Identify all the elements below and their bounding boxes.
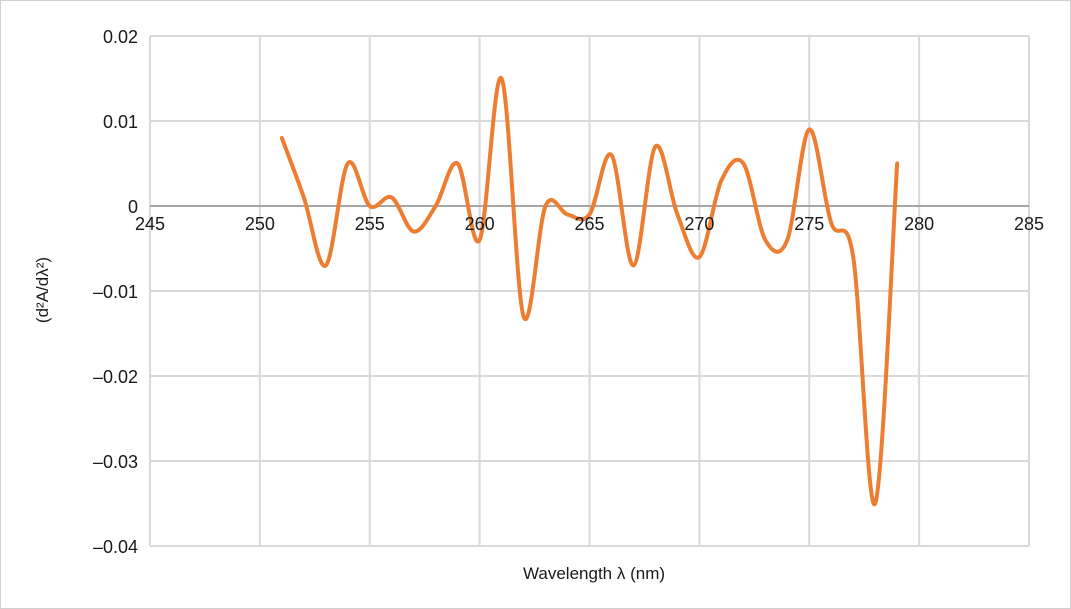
x-tick-labels: 245 250 255 260 265 270 275 280 285 — [135, 214, 1044, 234]
y-axis-label: (d²A/dλ²) — [33, 257, 52, 323]
y-tick-label: 0.02 — [103, 27, 138, 47]
x-tick-label: 265 — [574, 214, 604, 234]
x-tick-label: 250 — [245, 214, 275, 234]
x-tick-label: 255 — [355, 214, 385, 234]
x-tick-label: 245 — [135, 214, 165, 234]
y-tick-label: 0 — [128, 197, 138, 217]
series-group — [279, 76, 900, 506]
x-axis-label: Wavelength λ (nm) — [523, 564, 665, 583]
x-tick-label: 280 — [904, 214, 934, 234]
y-tick-labels: 0.02 0.01 0 –0.01 –0.02 –0.03 –0.04 — [93, 27, 138, 557]
y-tick-label: –0.01 — [93, 282, 138, 302]
x-tick-label: 260 — [465, 214, 495, 234]
horizontal-gridlines — [150, 35, 1029, 547]
y-tick-label: –0.02 — [93, 367, 138, 387]
series-line — [279, 76, 900, 506]
x-tick-label: 270 — [684, 214, 714, 234]
x-tick-label: 275 — [794, 214, 824, 234]
y-tick-label: 0.01 — [103, 112, 138, 132]
x-tick-label: 285 — [1014, 214, 1044, 234]
y-tick-label: –0.03 — [93, 452, 138, 472]
y-tick-label: –0.04 — [93, 537, 138, 557]
